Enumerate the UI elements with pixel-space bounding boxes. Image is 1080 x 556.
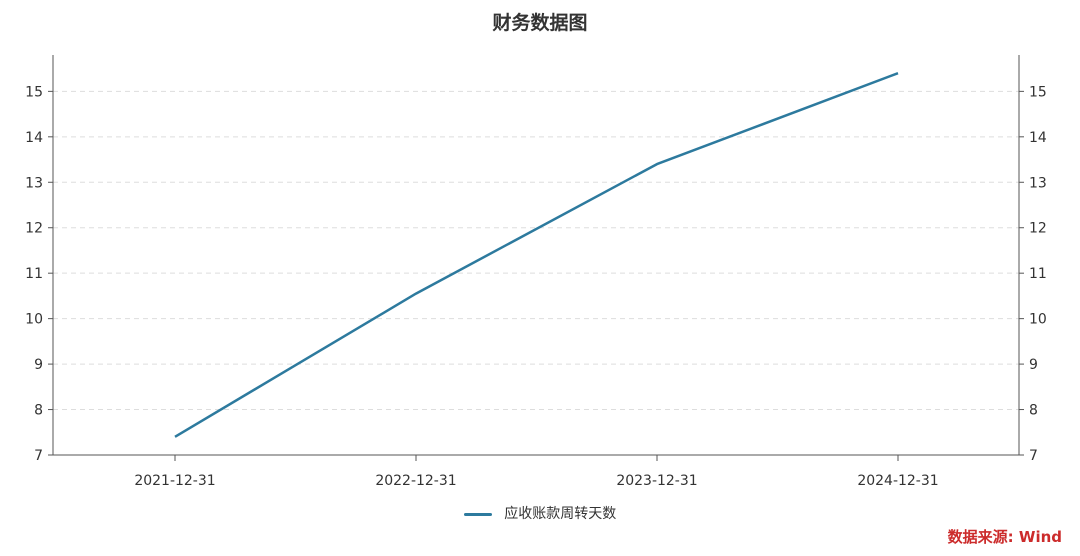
y-tick-label-left: 9 [34,357,43,373]
y-tick-label-left: 12 [25,221,43,237]
chart-title: 财务数据图 [492,12,588,34]
y-tick-label-right: 15 [1029,84,1047,100]
x-tick-label: 2021-12-31 [134,473,215,489]
x-tick-label: 2023-12-31 [616,473,697,489]
series-line [174,72,899,438]
y-tick-label-right: 8 [1029,403,1038,419]
y-tick-label-right: 9 [1029,357,1038,373]
source-note: 数据来源: Wind [947,528,1062,546]
x-tick-label: 2024-12-31 [857,473,938,489]
x-tick-label: 2022-12-31 [375,473,456,489]
y-tick-label-left: 8 [34,403,43,419]
y-tick-label-right: 13 [1029,175,1047,191]
y-tick-label-left: 13 [25,175,43,191]
y-tick-label-right: 14 [1029,130,1047,146]
y-tick-label-left: 15 [25,84,43,100]
y-tick-label-right: 12 [1029,221,1047,237]
y-tick-label-left: 10 [25,312,43,328]
y-tick-label-right: 10 [1029,312,1047,328]
y-tick-label-left: 14 [25,130,43,146]
y-tick-label-right: 7 [1029,448,1038,464]
y-tick-label-left: 11 [25,266,43,282]
y-tick-label-right: 11 [1029,266,1047,282]
legend[interactable]: 应收账款周转天数 [0,503,1080,523]
y-tick-label-left: 7 [34,448,43,464]
legend-swatch [463,512,492,516]
legend-label: 应收账款周转天数 [504,506,617,522]
